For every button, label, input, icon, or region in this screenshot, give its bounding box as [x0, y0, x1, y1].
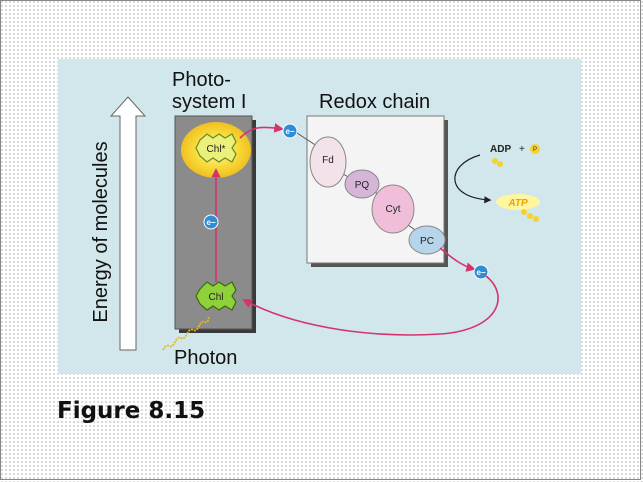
atp-synthesis-arrow	[454, 154, 492, 204]
carrier-pq-label: PQ	[355, 180, 370, 191]
atp-phosphate-icon	[521, 209, 527, 215]
photon-wave-icon	[162, 315, 210, 351]
carrier-pq	[344, 169, 380, 199]
electron-label: e−	[476, 268, 485, 277]
carrier-fd	[309, 136, 347, 188]
electron-return-arrow	[242, 275, 499, 336]
adp-phosphate-icon	[492, 158, 498, 164]
pi-label: P	[533, 147, 537, 153]
atp-glow	[496, 194, 540, 210]
adp-label: ADP	[490, 144, 511, 155]
carrier-cyt	[371, 184, 415, 234]
adp-phosphate-icon	[497, 161, 503, 167]
photon-label: Photon	[174, 347, 237, 369]
chl-excited-label: Chl*	[207, 144, 226, 155]
electron-label: e−	[206, 218, 215, 227]
atp-phosphate-icon	[533, 216, 539, 222]
carrier-cyt-label: Cyt	[386, 204, 401, 215]
carrier-pc-label: PC	[420, 236, 434, 247]
electron-icon	[203, 214, 219, 230]
carrier-pc	[408, 225, 446, 255]
carrier-fd-label: Fd	[322, 155, 334, 166]
atp-phosphate-icon	[527, 213, 533, 219]
energy-axis-label: Energy of molecules	[90, 141, 112, 322]
photosystem-label-line1: Photo-	[172, 69, 231, 91]
chl-label: Chl	[208, 292, 223, 303]
electron-label: e−	[285, 127, 294, 136]
electron-exit-arrow	[439, 247, 476, 272]
chl-icon	[195, 281, 237, 311]
plus-label: +	[519, 144, 525, 155]
redox-chain-label: Redox chain	[319, 91, 430, 113]
electron-icon	[473, 264, 489, 280]
chl-excited-icon	[195, 133, 237, 163]
energy-axis-arrow	[109, 96, 147, 351]
photosystem-label-line2: system I	[172, 91, 246, 113]
electron-icon	[282, 123, 298, 139]
pi-icon	[530, 144, 540, 154]
figure-caption: Figure 8.15	[57, 398, 206, 424]
electron-transfer-arrow	[239, 123, 284, 139]
atp-label: ATP	[507, 198, 528, 209]
